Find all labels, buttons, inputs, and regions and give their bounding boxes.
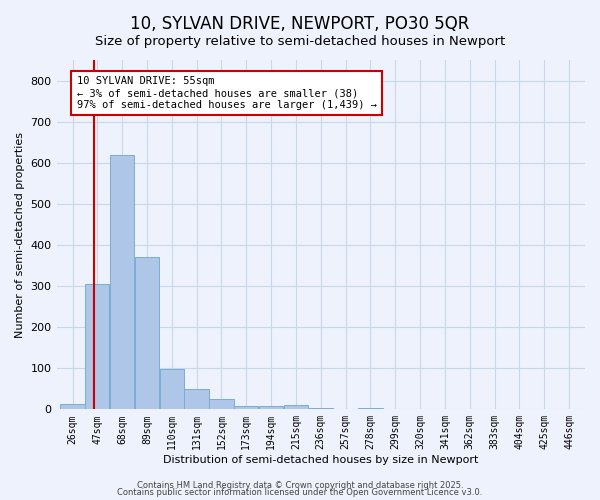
- Bar: [135, 258, 159, 410]
- Bar: [160, 369, 184, 410]
- Bar: [308, 408, 333, 410]
- Text: Size of property relative to semi-detached houses in Newport: Size of property relative to semi-detach…: [95, 35, 505, 48]
- Bar: [85, 284, 109, 410]
- Y-axis label: Number of semi-detached properties: Number of semi-detached properties: [15, 132, 25, 338]
- Bar: [234, 406, 259, 409]
- Bar: [284, 405, 308, 409]
- Bar: [259, 406, 283, 410]
- Bar: [110, 154, 134, 410]
- Bar: [61, 404, 85, 409]
- Bar: [209, 399, 233, 409]
- Text: Contains public sector information licensed under the Open Government Licence v3: Contains public sector information licen…: [118, 488, 482, 497]
- Text: 10 SYLVAN DRIVE: 55sqm
← 3% of semi-detached houses are smaller (38)
97% of semi: 10 SYLVAN DRIVE: 55sqm ← 3% of semi-deta…: [77, 76, 377, 110]
- Bar: [184, 389, 209, 409]
- X-axis label: Distribution of semi-detached houses by size in Newport: Distribution of semi-detached houses by …: [163, 455, 478, 465]
- Text: Contains HM Land Registry data © Crown copyright and database right 2025.: Contains HM Land Registry data © Crown c…: [137, 480, 463, 490]
- Bar: [358, 408, 383, 410]
- Text: 10, SYLVAN DRIVE, NEWPORT, PO30 5QR: 10, SYLVAN DRIVE, NEWPORT, PO30 5QR: [130, 15, 470, 33]
